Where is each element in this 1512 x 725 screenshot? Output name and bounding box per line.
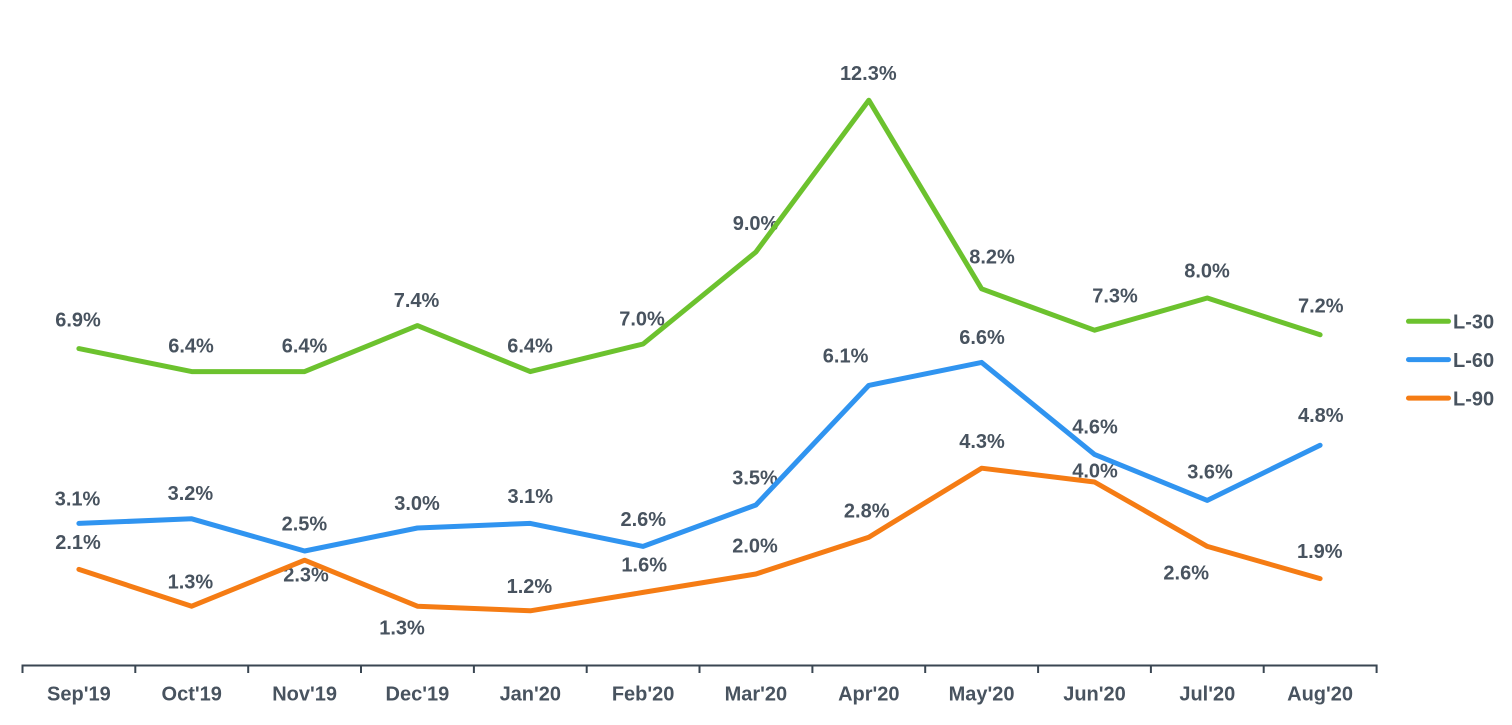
svg-text:6.6%: 6.6% bbox=[959, 327, 1005, 349]
svg-text:2.5%: 2.5% bbox=[282, 513, 328, 535]
svg-text:Nov'19: Nov'19 bbox=[272, 684, 337, 706]
svg-text:Jul'20: Jul'20 bbox=[1179, 684, 1235, 706]
svg-text:3.1%: 3.1% bbox=[55, 489, 101, 511]
svg-text:7.3%: 7.3% bbox=[1092, 285, 1138, 307]
svg-text:3.1%: 3.1% bbox=[508, 486, 554, 508]
svg-text:Jun'20: Jun'20 bbox=[1063, 684, 1126, 706]
svg-text:3.0%: 3.0% bbox=[394, 493, 440, 515]
svg-text:12.3%: 12.3% bbox=[840, 63, 897, 85]
svg-text:4.3%: 4.3% bbox=[959, 431, 1005, 453]
svg-text:1.3%: 1.3% bbox=[379, 617, 425, 639]
svg-text:6.1%: 6.1% bbox=[823, 345, 869, 367]
svg-text:6.4%: 6.4% bbox=[507, 336, 553, 358]
svg-text:L-90: L-90 bbox=[1453, 388, 1494, 410]
svg-text:6.9%: 6.9% bbox=[55, 309, 101, 331]
svg-text:3.2%: 3.2% bbox=[168, 483, 214, 505]
svg-text:4.8%: 4.8% bbox=[1298, 405, 1344, 427]
svg-text:2.6%: 2.6% bbox=[621, 509, 667, 531]
svg-text:Feb'20: Feb'20 bbox=[612, 684, 675, 706]
svg-text:6.4%: 6.4% bbox=[168, 335, 214, 357]
svg-text:1.6%: 1.6% bbox=[621, 555, 667, 577]
svg-text:Oct'19: Oct'19 bbox=[162, 684, 222, 706]
svg-text:4.6%: 4.6% bbox=[1072, 417, 1118, 439]
svg-text:6.4%: 6.4% bbox=[282, 336, 328, 358]
svg-text:Mar'20: Mar'20 bbox=[725, 684, 788, 706]
svg-text:2.8%: 2.8% bbox=[844, 501, 890, 523]
svg-text:2.0%: 2.0% bbox=[732, 535, 778, 557]
svg-text:8.0%: 8.0% bbox=[1184, 261, 1230, 283]
svg-text:Aug'20: Aug'20 bbox=[1287, 684, 1353, 706]
svg-text:Jan'20: Jan'20 bbox=[500, 684, 561, 706]
svg-text:7.0%: 7.0% bbox=[619, 308, 665, 330]
svg-text:May'20: May'20 bbox=[949, 684, 1015, 706]
svg-text:Apr'20: Apr'20 bbox=[838, 684, 899, 706]
svg-text:1.3%: 1.3% bbox=[168, 571, 214, 593]
svg-text:2.6%: 2.6% bbox=[1163, 563, 1209, 585]
svg-text:4.0%: 4.0% bbox=[1072, 461, 1118, 483]
svg-text:Dec'19: Dec'19 bbox=[386, 684, 450, 706]
svg-text:3.6%: 3.6% bbox=[1187, 461, 1233, 483]
svg-text:Sep'19: Sep'19 bbox=[47, 684, 111, 706]
svg-text:9.0%: 9.0% bbox=[733, 213, 779, 235]
svg-text:7.2%: 7.2% bbox=[1298, 295, 1344, 317]
svg-text:3.5%: 3.5% bbox=[732, 467, 778, 489]
svg-text:7.4%: 7.4% bbox=[394, 290, 440, 312]
svg-text:1.2%: 1.2% bbox=[507, 576, 553, 598]
svg-text:L-60: L-60 bbox=[1453, 350, 1494, 372]
svg-text:8.2%: 8.2% bbox=[969, 247, 1015, 269]
svg-text:L-30: L-30 bbox=[1453, 312, 1494, 334]
svg-text:2.1%: 2.1% bbox=[55, 532, 101, 554]
svg-text:2.3%: 2.3% bbox=[283, 564, 329, 586]
svg-text:1.9%: 1.9% bbox=[1297, 541, 1343, 563]
